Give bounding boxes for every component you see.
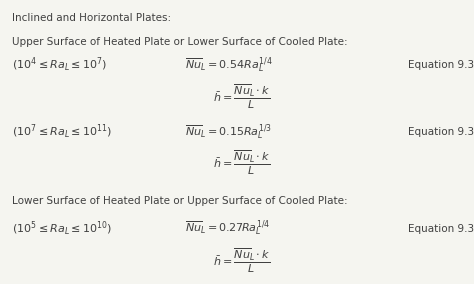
Text: $(10^4 \leq Ra_L \leq 10^7)$: $(10^4 \leq Ra_L \leq 10^7)$ [12, 56, 107, 74]
Text: $\bar{h} = \dfrac{\overline{Nu}_L \cdot k}{L}$: $\bar{h} = \dfrac{\overline{Nu}_L \cdot … [213, 247, 271, 275]
Text: Equation 9.30: Equation 9.30 [408, 60, 474, 70]
Text: Equation 9.31: Equation 9.31 [408, 127, 474, 137]
Text: $\overline{Nu}_L = 0.54Ra_L^{1/4}$: $\overline{Nu}_L = 0.54Ra_L^{1/4}$ [185, 55, 273, 75]
Text: $\overline{Nu}_L = 0.15Ra_L^{1/3}$: $\overline{Nu}_L = 0.15Ra_L^{1/3}$ [185, 122, 272, 142]
Text: $\bar{h} = \dfrac{\overline{Nu}_L \cdot k}{L}$: $\bar{h} = \dfrac{\overline{Nu}_L \cdot … [213, 149, 271, 177]
Text: Upper Surface of Heated Plate or Lower Surface of Cooled Plate:: Upper Surface of Heated Plate or Lower S… [12, 37, 347, 47]
Text: Lower Surface of Heated Plate or Upper Surface of Cooled Plate:: Lower Surface of Heated Plate or Upper S… [12, 196, 347, 206]
Text: $\bar{h} = \dfrac{\overline{Nu}_L \cdot k}{L}$: $\bar{h} = \dfrac{\overline{Nu}_L \cdot … [213, 83, 271, 110]
Text: $\overline{Nu}_L = 0.27Ra_L^{1/4}$: $\overline{Nu}_L = 0.27Ra_L^{1/4}$ [185, 219, 270, 239]
Text: Inclined and Horizontal Plates:: Inclined and Horizontal Plates: [12, 13, 171, 23]
Text: $(10^5 \leq Ra_L \leq 10^{10})$: $(10^5 \leq Ra_L \leq 10^{10})$ [12, 220, 112, 238]
Text: $(10^7 \leq Ra_L \leq 10^{11})$: $(10^7 \leq Ra_L \leq 10^{11})$ [12, 123, 112, 141]
Text: Equation 9.32: Equation 9.32 [408, 224, 474, 234]
